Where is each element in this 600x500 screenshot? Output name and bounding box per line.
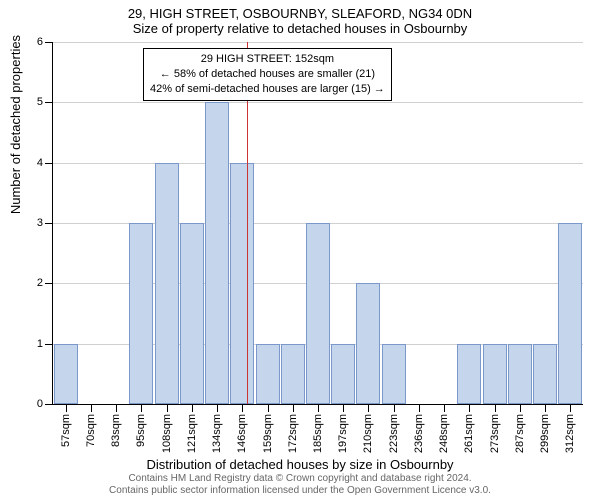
chart-container: 29, HIGH STREET, OSBOURNBY, SLEAFORD, NG… (0, 0, 600, 500)
bar (533, 344, 557, 404)
bar (382, 344, 406, 404)
x-tick-label: 299sqm (539, 414, 551, 453)
x-tick (116, 404, 117, 412)
x-tick-label: 210sqm (362, 414, 374, 453)
bar (331, 344, 355, 404)
x-tick (217, 404, 218, 412)
x-tick-label: 159sqm (262, 414, 274, 453)
y-tick (45, 42, 53, 43)
x-tick (368, 404, 369, 412)
x-tick (91, 404, 92, 412)
annotation-line-2: ← 58% of detached houses are smaller (21… (150, 67, 385, 82)
bar (180, 223, 204, 404)
y-tick-label: 3 (37, 217, 43, 229)
x-tick (444, 404, 445, 412)
y-tick-label: 1 (37, 338, 43, 350)
grid-line (53, 102, 583, 103)
y-tick-label: 2 (37, 277, 43, 289)
x-tick-label: 197sqm (337, 414, 349, 453)
y-tick (45, 102, 53, 103)
x-tick-label: 223sqm (388, 414, 400, 453)
bar (205, 102, 229, 404)
x-tick (242, 404, 243, 412)
grid-line (53, 163, 583, 164)
y-tick (45, 223, 53, 224)
bar (230, 163, 254, 404)
bar (54, 344, 78, 404)
bar (129, 223, 153, 404)
y-tick (45, 283, 53, 284)
annotation-line-3: 42% of semi-detached houses are larger (… (150, 82, 385, 97)
x-tick-label: 134sqm (211, 414, 223, 453)
y-axis-label: Number of detached properties (8, 35, 23, 214)
annotation-box: 29 HIGH STREET: 152sqm ← 58% of detached… (143, 48, 392, 101)
x-tick-label: 70sqm (85, 414, 97, 447)
x-tick-label: 236sqm (413, 414, 425, 453)
x-tick-label: 312sqm (564, 414, 576, 453)
x-tick (545, 404, 546, 412)
bar (483, 344, 507, 404)
x-tick-label: 121sqm (186, 414, 198, 453)
y-tick-label: 5 (37, 96, 43, 108)
bar (155, 163, 179, 404)
bar (306, 223, 330, 404)
chart-title: 29, HIGH STREET, OSBOURNBY, SLEAFORD, NG… (0, 0, 600, 21)
x-tick (167, 404, 168, 412)
x-tick-label: 261sqm (463, 414, 475, 453)
y-tick-label: 0 (37, 398, 43, 410)
x-tick-label: 185sqm (312, 414, 324, 453)
y-tick (45, 344, 53, 345)
x-tick (268, 404, 269, 412)
x-tick-label: 83sqm (110, 414, 122, 447)
x-tick-label: 95sqm (135, 414, 147, 447)
x-tick (394, 404, 395, 412)
bar (558, 223, 582, 404)
footer-line-1: Contains HM Land Registry data © Crown c… (0, 473, 600, 485)
y-tick-label: 4 (37, 157, 43, 169)
x-tick (570, 404, 571, 412)
x-tick-label: 108sqm (161, 414, 173, 453)
footer-line-2: Contains public sector information licen… (0, 485, 600, 497)
chart-subtitle: Size of property relative to detached ho… (0, 21, 600, 36)
x-tick (419, 404, 420, 412)
x-tick-label: 57sqm (60, 414, 72, 447)
bar (256, 344, 280, 404)
annotation-line-1: 29 HIGH STREET: 152sqm (150, 52, 385, 67)
x-tick (520, 404, 521, 412)
footer: Contains HM Land Registry data © Crown c… (0, 473, 600, 497)
y-tick (45, 163, 53, 164)
x-tick-label: 287sqm (514, 414, 526, 453)
y-tick-label: 6 (37, 36, 43, 48)
x-tick-label: 248sqm (438, 414, 450, 453)
x-tick-label: 273sqm (489, 414, 501, 453)
x-axis-label: Distribution of detached houses by size … (0, 457, 600, 472)
bar (457, 344, 481, 404)
x-tick (192, 404, 193, 412)
x-tick (469, 404, 470, 412)
bar (356, 283, 380, 404)
x-tick-label: 172sqm (287, 414, 299, 453)
x-tick-label: 146sqm (236, 414, 248, 453)
bar (281, 344, 305, 404)
plot-area: 012345657sqm70sqm83sqm95sqm108sqm121sqm1… (52, 42, 583, 405)
x-tick (141, 404, 142, 412)
x-tick (66, 404, 67, 412)
x-tick (293, 404, 294, 412)
grid-line (53, 42, 583, 43)
y-tick (45, 404, 53, 405)
bar (508, 344, 532, 404)
x-tick (343, 404, 344, 412)
x-tick (318, 404, 319, 412)
x-tick (495, 404, 496, 412)
